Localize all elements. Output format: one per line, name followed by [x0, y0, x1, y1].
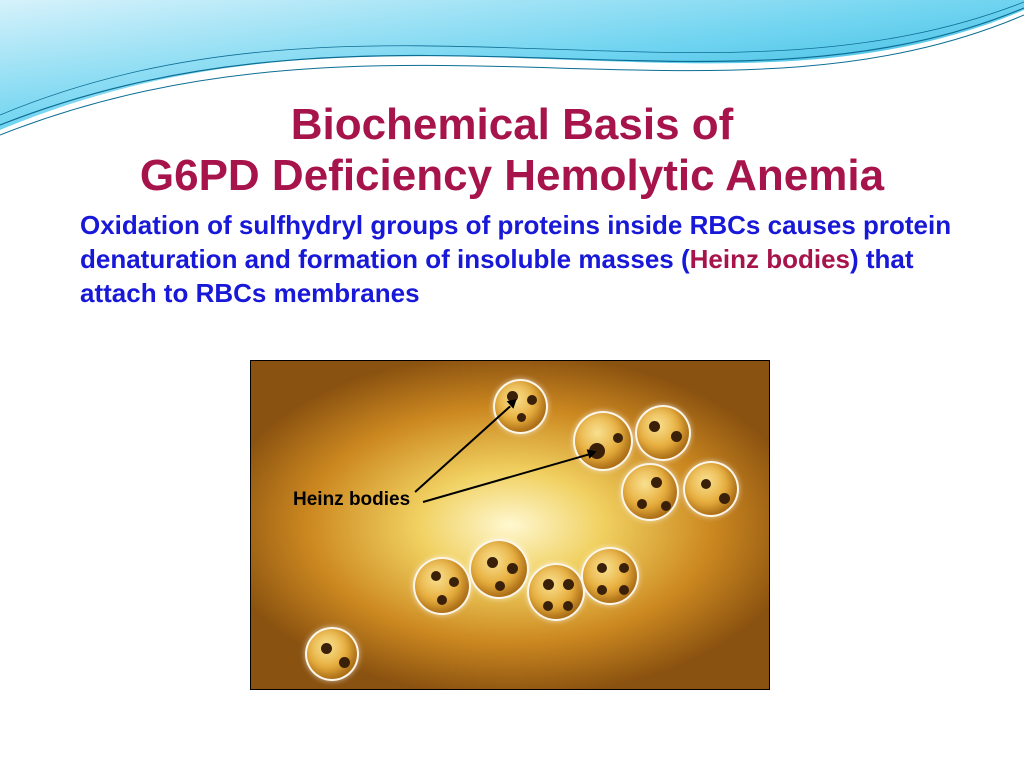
body-highlight: Heinz bodies — [690, 244, 850, 274]
arrow-head-icon — [587, 446, 598, 458]
figure-arrows-layer — [251, 361, 769, 689]
slide-content: Biochemical Basis of G6PD Deficiency Hem… — [0, 100, 1024, 311]
heinz-bodies-figure: Heinz bodies — [250, 360, 770, 690]
title-line1: Biochemical Basis of — [291, 100, 734, 149]
slide-title: Biochemical Basis of G6PD Deficiency Hem… — [0, 100, 1024, 201]
title-line2: G6PD Deficiency Hemolytic Anemia — [140, 151, 884, 200]
slide-body: Oxidation of sulfhydryl groups of protei… — [20, 209, 1024, 310]
heinz-bodies-label: Heinz bodies — [293, 489, 410, 511]
